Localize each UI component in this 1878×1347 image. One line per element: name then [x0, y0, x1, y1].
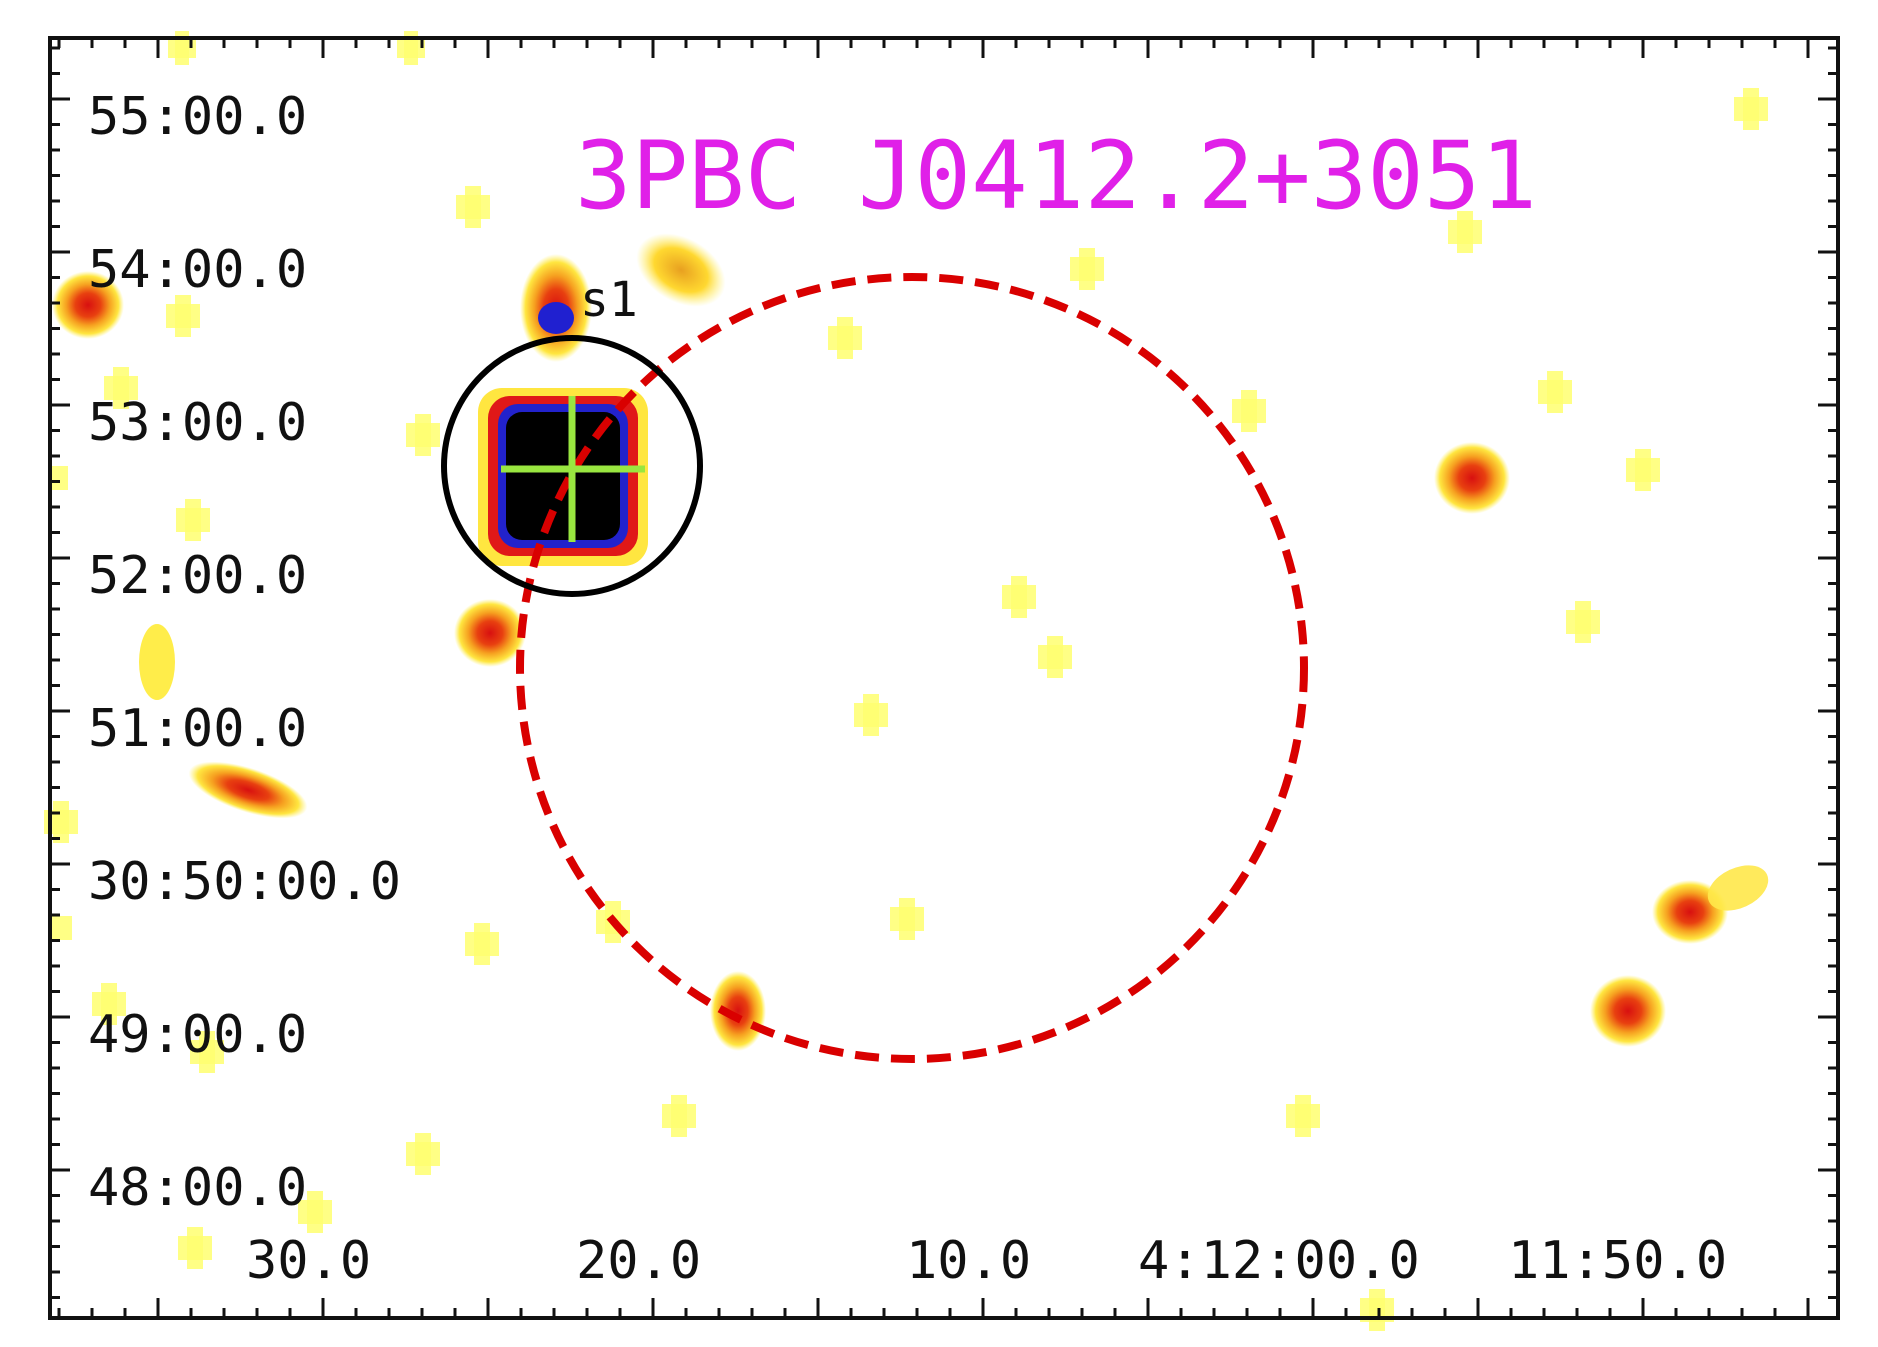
dec-tick-label: 55:00.0 — [88, 87, 307, 147]
ra-tick-label: 10.0 — [906, 1231, 1031, 1291]
main-source — [478, 388, 648, 566]
dec-axis-labels: 55:00.0 54:00.0 53:00.0 52:00.0 51:00.0 … — [88, 87, 401, 1218]
plot-frame — [48, 36, 1840, 1320]
ra-tick-label: 11:50.0 — [1508, 1231, 1727, 1291]
dec-tick-label: 30:50:00.0 — [88, 852, 401, 912]
ra-tick-label: 20.0 — [576, 1231, 701, 1291]
dec-tick-label: 51:00.0 — [88, 699, 307, 759]
dec-tick-label: 52:00.0 — [88, 546, 307, 606]
ra-axis-labels: 30.0 20.0 10.0 4:12:00.0 11:50.0 — [246, 1231, 1727, 1291]
dec-tick-label: 54:00.0 — [88, 240, 307, 300]
bright-sources — [52, 233, 1769, 1051]
uncertainty-ellipse — [516, 273, 1308, 1063]
crosshair-marker — [501, 396, 645, 542]
dec-tick-label: 49:00.0 — [88, 1005, 307, 1065]
dec-tick-label: 53:00.0 — [88, 393, 307, 453]
counterpart-circle — [441, 335, 703, 597]
source-label-s1: s1 — [580, 272, 638, 328]
ra-tick-label: 4:12:00.0 — [1138, 1231, 1420, 1291]
chart-title: 3PBC J0412.2+3051 — [575, 122, 1537, 231]
ra-tick-label: 30.0 — [246, 1231, 371, 1291]
dec-tick-label: 48:00.0 — [88, 1158, 307, 1218]
